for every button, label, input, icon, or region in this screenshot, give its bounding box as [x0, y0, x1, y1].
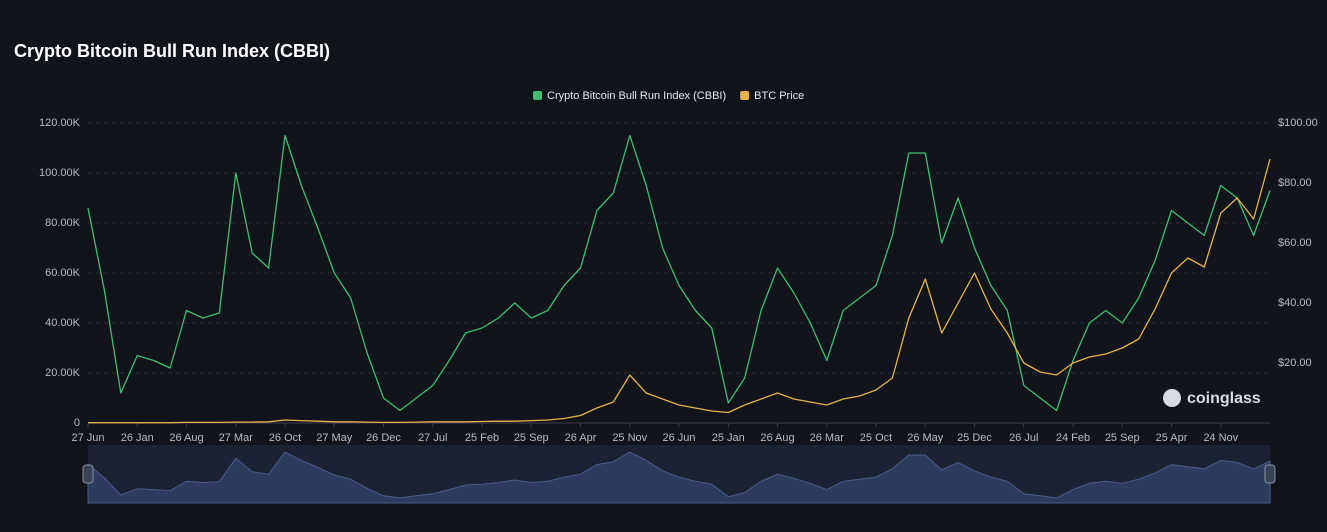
x-tick-label: 27 Jun — [71, 432, 104, 444]
x-tick-label: 26 Jun — [662, 432, 695, 444]
y2-tick-label: $60.00 — [1278, 237, 1312, 249]
x-tick-label: 26 Aug — [169, 432, 203, 444]
y2-tick-label: $80.00 — [1278, 177, 1312, 189]
x-tick-label: 24 Nov — [1203, 432, 1238, 444]
y-tick-label: 40.00K — [45, 317, 81, 329]
x-tick-label: 25 Jan — [712, 432, 745, 444]
watermark-logo: coinglass — [1163, 389, 1261, 407]
x-tick-label: 27 Jul — [418, 432, 447, 444]
x-tick-label: 26 May — [907, 432, 944, 444]
x-tick-label: 26 Oct — [269, 432, 301, 444]
y-tick-label: 60.00K — [45, 267, 81, 279]
x-tick-label: 25 Sep — [514, 432, 549, 444]
series-line — [87, 134, 1271, 412]
x-tick-label: 25 Sep — [1105, 432, 1140, 444]
x-tick-label: 25 Dec — [957, 432, 992, 444]
y-tick-label: 80.00K — [45, 217, 81, 229]
x-tick-label: 25 Oct — [860, 432, 892, 444]
x-tick-label: 27 May — [316, 432, 353, 444]
x-tick-label: 26 Apr — [565, 432, 597, 444]
x-tick-label: 26 Mar — [810, 432, 845, 444]
navigator-handle[interactable] — [82, 464, 94, 484]
navigator-handle[interactable] — [1264, 464, 1276, 484]
y2-tick-label: $40.00 — [1278, 297, 1312, 309]
chart-title: Crypto Bitcoin Bull Run Index (CBBI) — [14, 41, 330, 61]
y-tick-label: 100.00K — [39, 167, 81, 179]
x-tick-label: 24 Feb — [1056, 432, 1090, 444]
y-tick-label: 20.00K — [45, 367, 81, 379]
y-tick-label: 0 — [74, 417, 80, 429]
series-line — [88, 158, 1271, 424]
x-tick-label: 25 Feb — [465, 432, 499, 444]
legend-label: BTC Price — [754, 90, 804, 102]
legend-swatch — [533, 91, 542, 100]
y2-tick-label: $20.00 — [1278, 357, 1312, 369]
x-tick-label: 26 Jul — [1009, 432, 1038, 444]
legend-swatch — [740, 91, 750, 100]
y-tick-label: 120.00K — [39, 117, 81, 129]
y2-tick-label: $100.00 — [1278, 117, 1318, 129]
legend-label: Crypto Bitcoin Bull Run Index (CBBI) — [547, 90, 726, 102]
navigator-area — [87, 451, 1271, 504]
x-tick-label: 26 Dec — [366, 432, 401, 444]
x-tick-label: 25 Nov — [612, 432, 647, 444]
x-tick-label: 25 Apr — [1156, 432, 1188, 444]
watermark: coinglass — [1187, 390, 1261, 407]
x-tick-label: 26 Jan — [121, 432, 154, 444]
x-tick-label: 27 Mar — [219, 432, 254, 444]
x-tick-label: 26 Aug — [760, 432, 794, 444]
